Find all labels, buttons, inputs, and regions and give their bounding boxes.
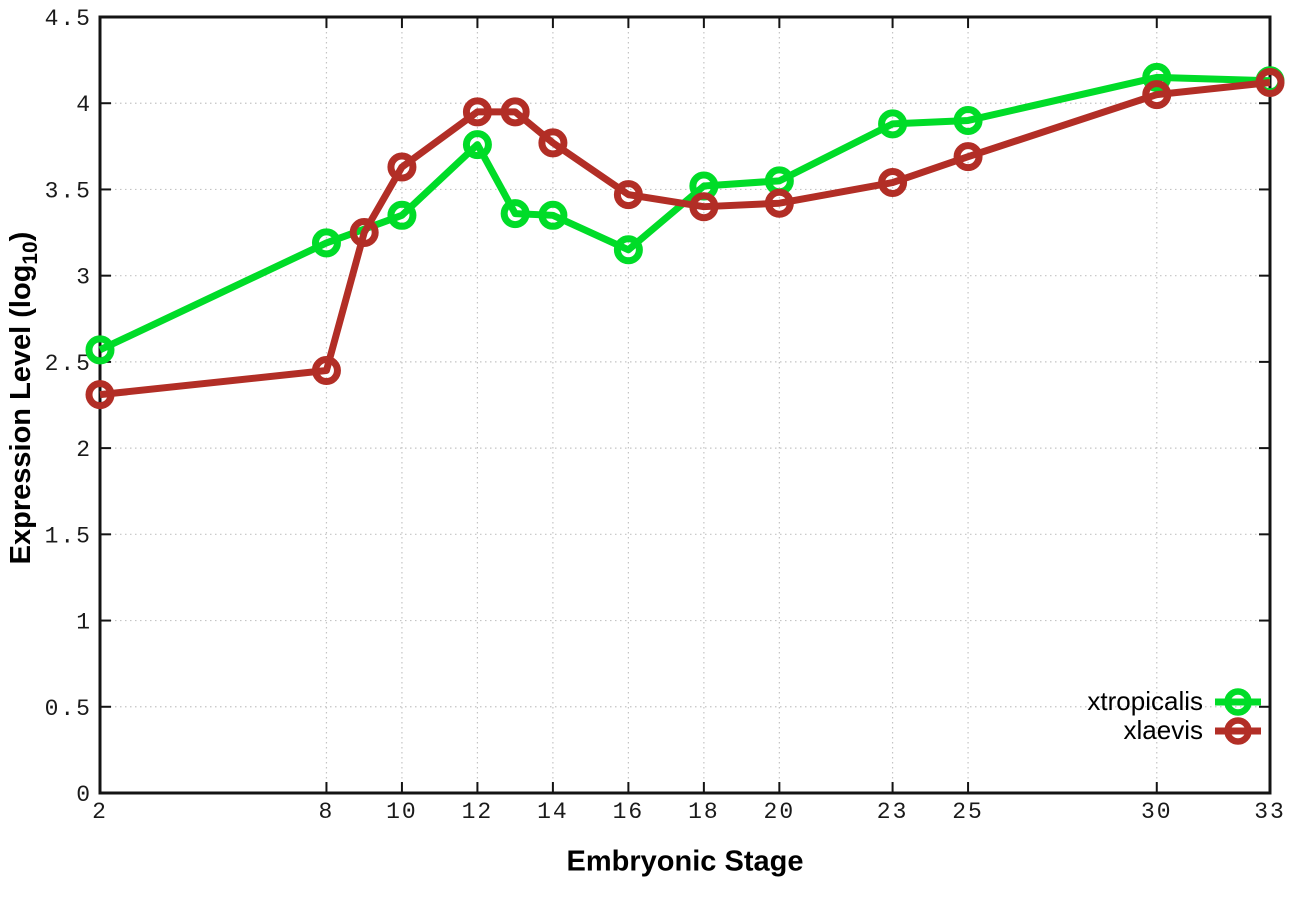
x-tick-label: 16 bbox=[613, 799, 645, 825]
data-point-xlaevis bbox=[349, 218, 379, 248]
x-tick-label: 33 bbox=[1254, 799, 1286, 825]
legend-sample-point bbox=[1224, 687, 1252, 716]
data-point-xtropicalis bbox=[1142, 62, 1172, 92]
data-point-xlaevis bbox=[1255, 68, 1285, 98]
y-tick-label: 2 bbox=[76, 437, 92, 463]
x-tick-label: 8 bbox=[319, 799, 335, 825]
data-point-xtropicalis bbox=[311, 228, 341, 258]
legend-item-xlaevis: xlaevis bbox=[1087, 716, 1264, 745]
x-tick-label: 23 bbox=[877, 799, 909, 825]
y-axis-title-text: Expression Level (log bbox=[5, 264, 38, 565]
data-point-xlaevis bbox=[500, 97, 530, 127]
x-tick-label: 30 bbox=[1141, 799, 1173, 825]
y-tick-label: 4 bbox=[76, 92, 92, 118]
data-point-xlaevis bbox=[85, 380, 115, 410]
y-tick-label: 0 bbox=[76, 782, 92, 808]
series-line-xlaevis bbox=[99, 79, 1271, 399]
x-tick-label: 20 bbox=[764, 799, 796, 825]
x-axis-title: Embryonic Stage bbox=[566, 845, 804, 878]
data-point-xtropicalis bbox=[462, 130, 492, 160]
data-point-xtropicalis bbox=[500, 199, 530, 229]
data-point-xtropicalis bbox=[953, 105, 983, 135]
series-line-xtropicalis bbox=[98, 73, 1271, 353]
y-tick-label: 2.5 bbox=[45, 351, 92, 377]
data-point-xtropicalis bbox=[613, 235, 643, 265]
legend-label-xlaevis: xlaevis bbox=[1123, 715, 1203, 745]
y-tick-label: 3 bbox=[76, 265, 92, 291]
data-point-xlaevis bbox=[613, 180, 643, 210]
plot-border bbox=[98, 15, 1272, 795]
y-tick-label: 3.5 bbox=[45, 178, 92, 204]
legend-marker-xtropicalis bbox=[1215, 687, 1261, 716]
data-point-xlaevis bbox=[538, 128, 568, 158]
data-point-xtropicalis bbox=[85, 335, 115, 365]
x-tick-label: 25 bbox=[952, 799, 984, 825]
legend-item-xtropicalis: xtropicalis bbox=[1087, 687, 1264, 716]
y-axis-title-subscript: 10 bbox=[18, 241, 42, 265]
x-tick-label: 10 bbox=[386, 799, 418, 825]
legend: xtropicalis xlaevis bbox=[1087, 687, 1264, 745]
y-axis-title-suffix: ) bbox=[5, 231, 38, 242]
legend-marker-xlaevis bbox=[1215, 716, 1261, 745]
legend-sample-point bbox=[1224, 716, 1252, 745]
y-axis-title: Expression Level (log10) bbox=[5, 232, 43, 565]
data-point-xlaevis bbox=[764, 188, 794, 218]
data-point-xlaevis bbox=[462, 97, 492, 127]
x-tick-label: 2 bbox=[92, 799, 108, 825]
y-tick-label: 1.5 bbox=[45, 523, 92, 549]
legend-label-xtropicalis: xtropicalis bbox=[1087, 686, 1203, 716]
y-tick-label: 4.5 bbox=[45, 6, 92, 32]
data-point-xlaevis bbox=[1142, 80, 1172, 110]
data-point-xlaevis bbox=[311, 356, 341, 386]
data-point-xlaevis bbox=[387, 152, 417, 182]
data-point-xlaevis bbox=[689, 192, 719, 222]
data-point-xtropicalis bbox=[387, 200, 417, 230]
data-point-xlaevis bbox=[878, 168, 908, 198]
data-point-xlaevis bbox=[953, 142, 983, 172]
x-tick-label: 12 bbox=[462, 799, 494, 825]
data-point-xtropicalis bbox=[538, 200, 568, 230]
y-tick-label: 1 bbox=[76, 610, 92, 636]
x-tick-label: 14 bbox=[537, 799, 569, 825]
data-point-xtropicalis bbox=[878, 109, 908, 139]
x-tick-label: 18 bbox=[688, 799, 720, 825]
y-tick-label: 0.5 bbox=[45, 696, 92, 722]
